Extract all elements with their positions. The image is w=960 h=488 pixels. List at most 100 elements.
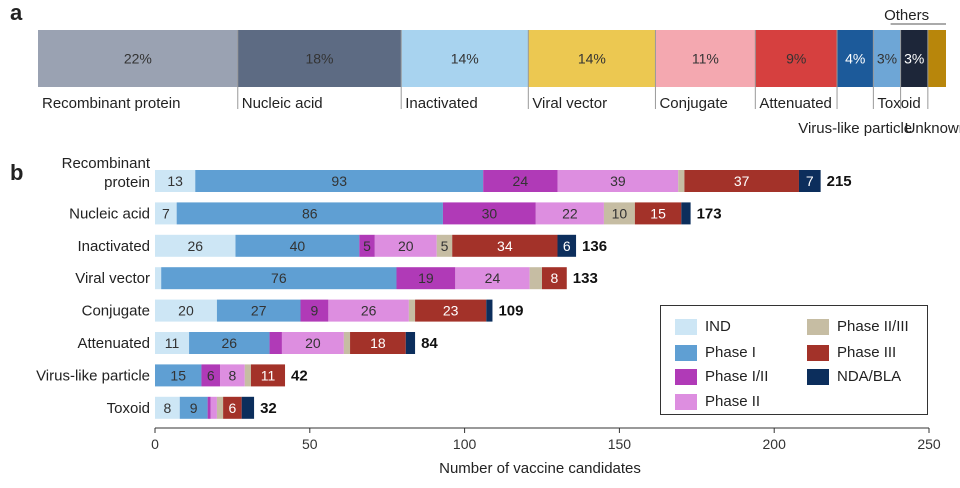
- phase-legend: IND Phase I Phase I/II Phase II Phase II/III…: [660, 305, 928, 415]
- bar-value-2-4: 5: [441, 238, 449, 254]
- bar-segment-5-4: [343, 332, 351, 354]
- bar-segment-3-2: [396, 267, 456, 290]
- x-axis-title: Number of vaccine candidates: [439, 460, 641, 477]
- bar-value-6-3: 8: [229, 367, 237, 383]
- bar-value-4-0: 20: [178, 303, 194, 319]
- bar-value-1-4: 10: [612, 205, 628, 221]
- bar-value-0-6: 7: [806, 173, 814, 189]
- bar-segment-2-1: [235, 234, 360, 257]
- bar-value-4-5: 23: [443, 303, 459, 319]
- share-segment-4: [655, 30, 756, 87]
- category-label-0-0: Recombinant: [62, 155, 151, 172]
- legend-item-0: IND: [675, 318, 731, 335]
- category-label-4: Conjugate: [82, 303, 150, 320]
- bar-segment-2-2: [359, 234, 375, 257]
- bar-segment-1-0: [155, 202, 177, 225]
- bar-value-3-1: 76: [271, 270, 287, 286]
- bar-value-2-2: 5: [363, 238, 371, 254]
- bar-segment-5-0: [155, 332, 190, 354]
- bar-value-1-0: 7: [162, 205, 170, 221]
- bar-segment-1-5: [634, 202, 682, 225]
- bar-segment-2-6: [557, 234, 577, 257]
- legend-swatch-0: [675, 318, 697, 335]
- bar-segment-2-4: [436, 234, 453, 257]
- bar-segment-7-4: [216, 396, 224, 419]
- x-tick-label-4: 200: [763, 436, 787, 452]
- legend-swatch-2: [675, 368, 697, 385]
- legend-item-5: Phase III: [807, 344, 896, 361]
- bar-segment-4-0: [155, 299, 217, 322]
- bar-value-5-0: 11: [165, 335, 180, 351]
- bar-value-0-5: 37: [734, 173, 750, 189]
- legend-label-6: NDA/BLA: [837, 368, 902, 385]
- category-label-6: Virus-like particle: [36, 367, 150, 384]
- category-label-5: Attenuated: [77, 335, 150, 352]
- bar-value-7-5: 6: [229, 400, 237, 416]
- bar-segment-4-4: [408, 299, 416, 322]
- share-segment-1: [237, 30, 402, 87]
- bar-segment-7-5: [223, 396, 242, 419]
- bar-segment-1-2: [442, 202, 536, 225]
- bar-segment-4-2: [300, 299, 329, 322]
- share-label-7: 3%: [877, 51, 897, 67]
- legend-swatch-3: [675, 393, 697, 410]
- bar-value-0-2: 24: [513, 173, 529, 189]
- panel-label-b: b: [10, 160, 24, 185]
- legend-item-3: Phase II: [675, 393, 760, 410]
- bar-segment-4-6: [486, 299, 493, 322]
- bar-total-0: 215: [827, 173, 852, 190]
- bar-segment-5-3: [281, 332, 344, 354]
- bar-segment-5-5: [350, 332, 406, 354]
- bar-value-3-5: 8: [550, 270, 558, 286]
- bar-segment-0-0: [155, 170, 196, 192]
- share-segment-6: [837, 30, 874, 87]
- x-tick-label-1: 50: [302, 436, 318, 452]
- others-label: Others: [884, 7, 929, 24]
- legend-swatch-6: [807, 368, 829, 385]
- bar-total-2: 136: [582, 238, 607, 255]
- bar-segment-1-6: [681, 202, 691, 225]
- bar-value-0-1: 93: [331, 173, 347, 189]
- share-category-1: Nucleic acid: [242, 95, 323, 112]
- bar-value-2-1: 40: [290, 238, 306, 254]
- share-category-7: Toxoid: [877, 95, 920, 112]
- bar-total-7: 32: [260, 400, 277, 417]
- bar-segment-0-3: [557, 170, 679, 192]
- share-category-6: Virus-like particle: [798, 120, 912, 137]
- share-label-0: 22%: [124, 51, 152, 67]
- bar-total-5: 84: [421, 335, 438, 352]
- share-label-4: 11%: [692, 51, 719, 67]
- bar-segment-6-3: [220, 364, 245, 387]
- share-segment-8: [900, 30, 928, 87]
- share-segment-5: [755, 30, 838, 87]
- bar-value-1-3: 22: [562, 205, 578, 221]
- share-label-1: 18%: [305, 51, 333, 67]
- bar-segment-1-4: [603, 202, 635, 225]
- bar-segment-6-2: [201, 364, 221, 387]
- category-label-1: Nucleic acid: [69, 205, 150, 222]
- bar-segment-4-5: [415, 299, 487, 322]
- panel-label-a: a: [10, 0, 23, 25]
- share-category-2: Inactivated: [405, 95, 478, 112]
- bar-value-6-1: 15: [170, 367, 186, 383]
- share-category-8: Unknown: [905, 120, 960, 137]
- bar-segment-7-2: [207, 396, 211, 419]
- x-tick-label-2: 100: [453, 436, 477, 452]
- share-label-3: 14%: [578, 51, 606, 67]
- legend-swatch-1: [675, 344, 697, 361]
- bar-value-0-3: 39: [610, 173, 626, 189]
- bar-segment-0-2: [483, 170, 558, 192]
- legend-label-2: Phase I/II: [705, 368, 769, 385]
- share-segment-3: [528, 30, 656, 87]
- share-label-8: 3%: [904, 51, 924, 67]
- category-label-7: Toxoid: [107, 400, 150, 417]
- bar-total-4: 109: [498, 303, 523, 320]
- category-label-3: Viral vector: [75, 270, 150, 287]
- legend-label-0: IND: [705, 318, 731, 335]
- bar-value-4-3: 26: [361, 303, 377, 319]
- share-segment-0: [38, 30, 238, 87]
- share-label-2: 14%: [451, 51, 479, 67]
- bar-segment-1-1: [176, 202, 443, 225]
- bar-segment-3-4: [529, 267, 542, 290]
- bar-value-5-1: 26: [222, 335, 238, 351]
